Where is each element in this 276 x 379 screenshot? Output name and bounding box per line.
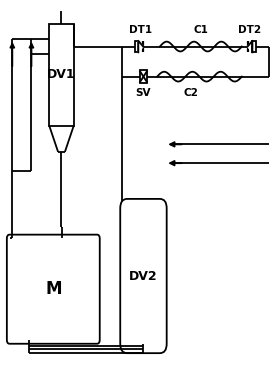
Text: DV2: DV2 [129, 269, 158, 282]
Text: SV: SV [136, 88, 151, 98]
Text: C2: C2 [184, 88, 199, 98]
Text: DT2: DT2 [238, 25, 262, 35]
Polygon shape [138, 41, 143, 52]
Bar [253, 41, 256, 52]
Bar [49, 24, 74, 125]
Text: DT1: DT1 [129, 25, 152, 35]
Text: C1: C1 [193, 25, 208, 35]
Polygon shape [248, 41, 253, 52]
Bar [135, 41, 138, 52]
Text: DV1: DV1 [47, 68, 76, 81]
Text: M: M [45, 280, 62, 298]
FancyBboxPatch shape [120, 199, 167, 353]
FancyBboxPatch shape [7, 235, 100, 344]
Bar [140, 70, 147, 83]
